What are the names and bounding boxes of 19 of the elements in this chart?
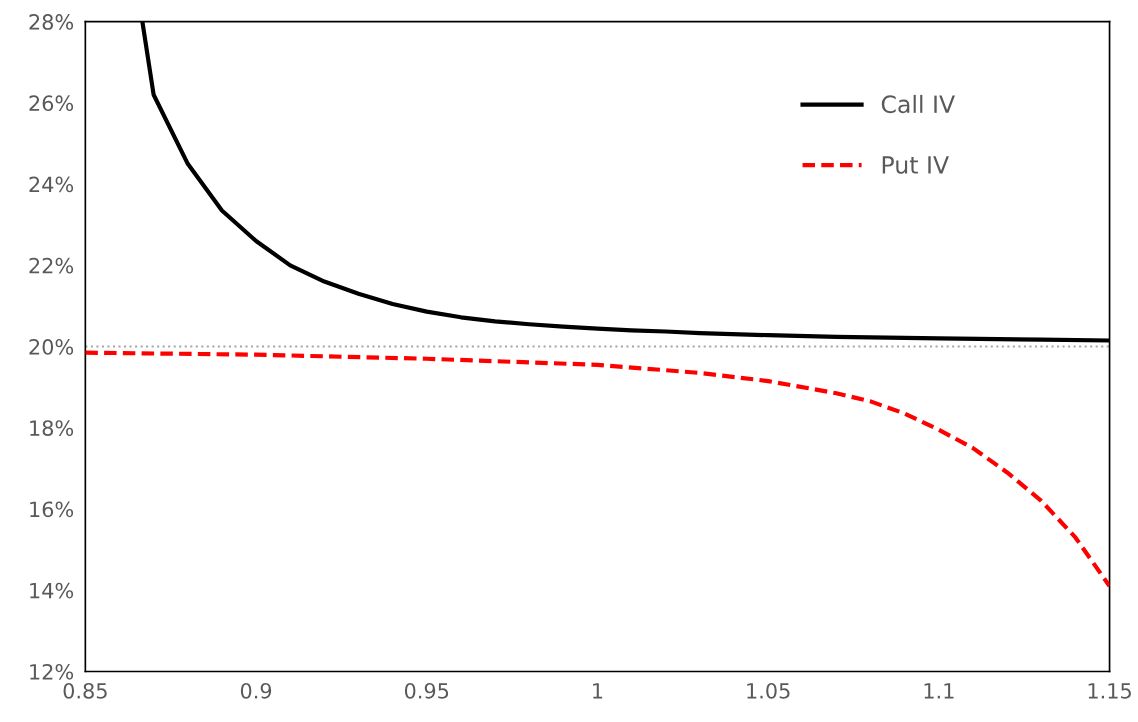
y-tick-label: 12% [30, 663, 74, 680]
legend-label: Put IV [882, 156, 949, 174]
x-tick-label: 0.85 [63, 682, 107, 699]
x-tick-label: 1.1 [924, 683, 954, 699]
y-tick-label: 16% [30, 501, 74, 518]
x-tick-label: 1 [593, 683, 603, 699]
y-tick-label: 26% [29, 95, 74, 112]
y-tick-label: 18% [30, 420, 74, 436]
y-tick-label: 14% [30, 582, 74, 599]
x-tick-label: 0.9 [240, 682, 272, 699]
y-tick-label: 28% [29, 14, 74, 30]
y-tick-label: 20% [29, 339, 74, 355]
y-tick-label: 24% [29, 176, 74, 193]
x-tick-label: 0.95 [404, 682, 449, 699]
line-series [85, 350, 1110, 589]
y-tick-label: 22% [29, 257, 74, 274]
legend-label: Call IV [881, 94, 955, 114]
x-tick-label: 1.15 [1088, 683, 1131, 699]
x-tick-label: 1.05 [747, 682, 790, 699]
